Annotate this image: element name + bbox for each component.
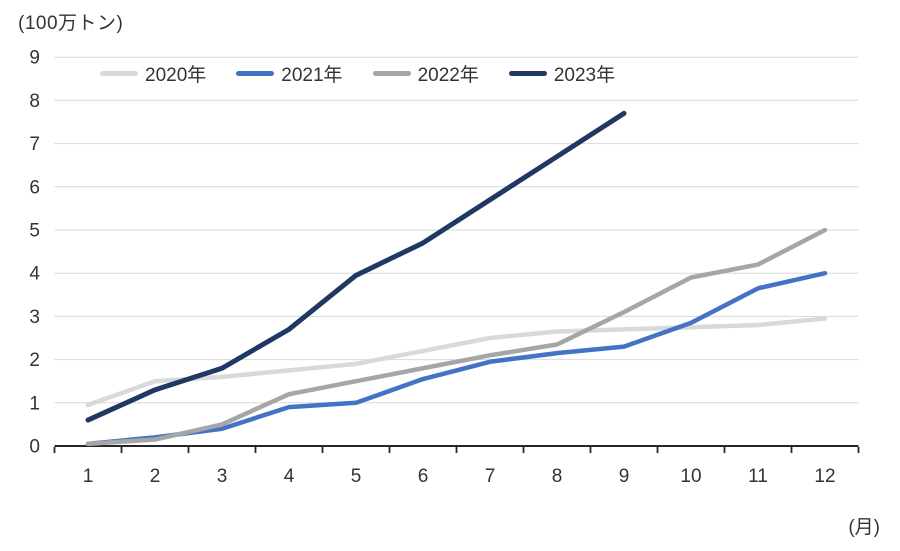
y-tick-label: 3 bbox=[29, 307, 40, 328]
x-tick-label: 7 bbox=[485, 466, 496, 487]
x-tick-label: 9 bbox=[619, 466, 630, 487]
x-tick-label: 3 bbox=[217, 466, 228, 487]
y-tick-label: 7 bbox=[29, 134, 40, 155]
legend-item-2022: 2022年 bbox=[372, 60, 479, 87]
x-tick-label: 8 bbox=[552, 466, 563, 487]
legend-item-2021: 2021年 bbox=[236, 60, 343, 87]
x-tick-label: 6 bbox=[418, 466, 429, 487]
x-tick-label: 10 bbox=[680, 466, 701, 487]
legend-label-2022: 2022年 bbox=[417, 65, 479, 86]
y-tick-label: 6 bbox=[29, 177, 40, 198]
series-line-2021年 bbox=[85, 270, 828, 447]
y-tick-label: 0 bbox=[29, 437, 40, 458]
x-axis-unit-label: (月) bbox=[848, 517, 880, 538]
y-tick-label: 9 bbox=[29, 48, 40, 69]
legend-swatch-2022 bbox=[372, 71, 411, 76]
legend-label-2021: 2021年 bbox=[281, 65, 343, 86]
legend-item-2020: 2020年 bbox=[100, 60, 206, 87]
legend-swatch-2020 bbox=[100, 71, 138, 76]
legend-label-2020: 2020年 bbox=[145, 65, 207, 86]
y-tick-label: 4 bbox=[29, 264, 40, 285]
y-tick-label: 2 bbox=[29, 350, 40, 371]
x-tick-label: 5 bbox=[351, 466, 362, 487]
legend-label-2023: 2023年 bbox=[553, 65, 616, 86]
legend-swatch-2021 bbox=[236, 71, 275, 76]
y-axis-unit-label: (100万トン) bbox=[18, 13, 124, 34]
series-line-2023年 bbox=[85, 110, 627, 423]
chart-legend: 2020年 2021年 2022年 2023年 bbox=[100, 60, 615, 87]
x-tick-label: 4 bbox=[284, 466, 295, 487]
legend-swatch-2023 bbox=[508, 71, 547, 76]
x-tick-label: 2 bbox=[150, 466, 161, 487]
y-tick-label: 5 bbox=[29, 221, 40, 242]
series-line-2020年 bbox=[85, 316, 828, 408]
x-tick-label: 12 bbox=[814, 466, 835, 487]
y-tick-label: 8 bbox=[29, 91, 40, 112]
x-tick-label: 1 bbox=[83, 466, 94, 487]
legend-item-2023: 2023年 bbox=[508, 60, 616, 87]
series-line-2022年 bbox=[85, 227, 828, 447]
y-tick-label: 1 bbox=[29, 393, 40, 414]
x-tick-label: 11 bbox=[748, 466, 768, 487]
